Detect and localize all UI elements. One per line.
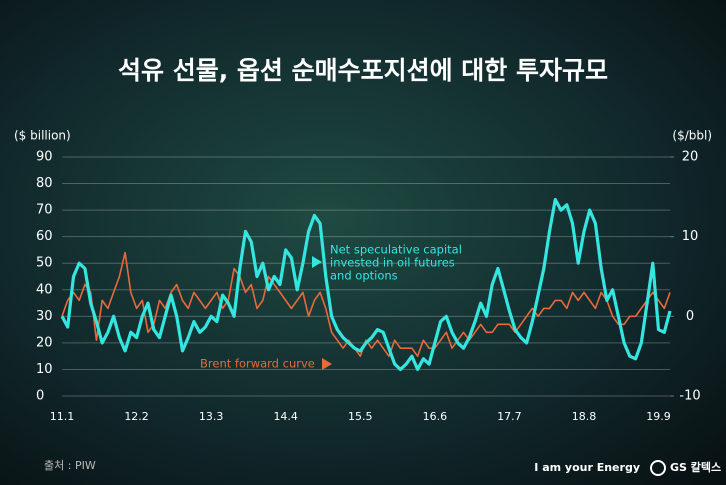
annotation: Brent forward curve [200, 357, 315, 371]
source: 출처 : PIW [44, 459, 96, 472]
y-tick-label: 40 [36, 282, 53, 297]
brand: I am your Energy [534, 461, 640, 474]
y-tick-label: 70 [36, 203, 53, 218]
series-line [61, 251, 671, 357]
logo-icon [650, 460, 666, 476]
y2-tick-label: 0 [686, 309, 694, 324]
y-tick-label: 90 [36, 150, 53, 165]
y-tick-label: 30 [36, 309, 53, 324]
y-tick-label: 10 [36, 362, 53, 377]
series-line [60, 197, 672, 371]
x-tick-label: 16.6 [423, 410, 448, 423]
y-tick-label: 80 [36, 176, 53, 191]
y2-tick-label: -10 [679, 389, 700, 404]
chart-title: 석유 선물, 옵션 순매수포지션에 대한 투자규모 [118, 56, 608, 85]
y2-tick-label: 20 [682, 150, 699, 165]
annotation: Net speculative capital [330, 243, 462, 257]
x-tick-label: 17.7 [497, 410, 522, 423]
x-tick-label: 12.2 [124, 410, 149, 423]
y-tick-label: 20 [36, 335, 53, 350]
x-tick-label: 14.4 [273, 410, 298, 423]
annotation-arrow [322, 358, 332, 370]
annotation: and options [330, 269, 398, 283]
y-tick-label: 0 [36, 389, 44, 404]
y-tick-label: 50 [36, 256, 53, 271]
x-tick-label: 11.1 [50, 410, 75, 423]
annotation: invested in oil futures [330, 256, 455, 270]
x-tick-label: 13.3 [199, 410, 224, 423]
y-tick-label: 60 [36, 229, 53, 244]
y2-tick-label: 10 [682, 229, 699, 244]
annotation-arrow [312, 256, 322, 268]
y-axis-label: ($ billion) [14, 129, 71, 143]
x-tick-label: 19.9 [646, 410, 671, 423]
y2-axis-label: ($/bbl) [672, 129, 712, 143]
logo: GS 칼텍스 [670, 460, 721, 474]
x-tick-label: 18.8 [572, 410, 597, 423]
x-tick-label: 15.5 [348, 410, 373, 423]
